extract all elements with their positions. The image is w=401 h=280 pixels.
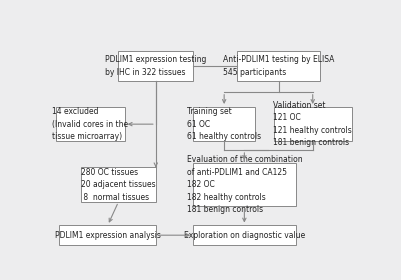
- FancyBboxPatch shape: [193, 225, 296, 245]
- Text: Evaluation of the combination
of anti-PDLIM1 and CA125
182 OC
182 healthy contro: Evaluation of the combination of anti-PD…: [186, 155, 302, 214]
- Text: PDLIM1 expression analysis: PDLIM1 expression analysis: [55, 231, 160, 240]
- Text: PDLIM1 expression testing
by IHC in 322 tissues: PDLIM1 expression testing by IHC in 322 …: [105, 55, 207, 77]
- FancyBboxPatch shape: [237, 51, 320, 81]
- Text: 280 OC tissues
20 adjacent tissues
 8  normal tissues: 280 OC tissues 20 adjacent tissues 8 nor…: [81, 167, 156, 202]
- FancyBboxPatch shape: [274, 107, 352, 141]
- FancyBboxPatch shape: [193, 107, 255, 141]
- Text: Exploration on diagnostic value: Exploration on diagnostic value: [184, 231, 305, 240]
- Text: Training set
61 OC
61 healthy controls: Training set 61 OC 61 healthy controls: [187, 107, 261, 141]
- FancyBboxPatch shape: [81, 167, 156, 202]
- Text: Validation set
121 OC
121 healthy controls
181 benign controls: Validation set 121 OC 121 healthy contro…: [273, 101, 352, 147]
- FancyBboxPatch shape: [56, 107, 125, 141]
- Text: 14 excluded
(Invalid cores in the
tissue microarray): 14 excluded (Invalid cores in the tissue…: [53, 107, 129, 141]
- FancyBboxPatch shape: [193, 163, 296, 206]
- FancyBboxPatch shape: [59, 225, 156, 245]
- Text: Anti-PDLIM1 testing by ELISA
545 participants: Anti-PDLIM1 testing by ELISA 545 partici…: [223, 55, 334, 77]
- FancyBboxPatch shape: [119, 51, 193, 81]
